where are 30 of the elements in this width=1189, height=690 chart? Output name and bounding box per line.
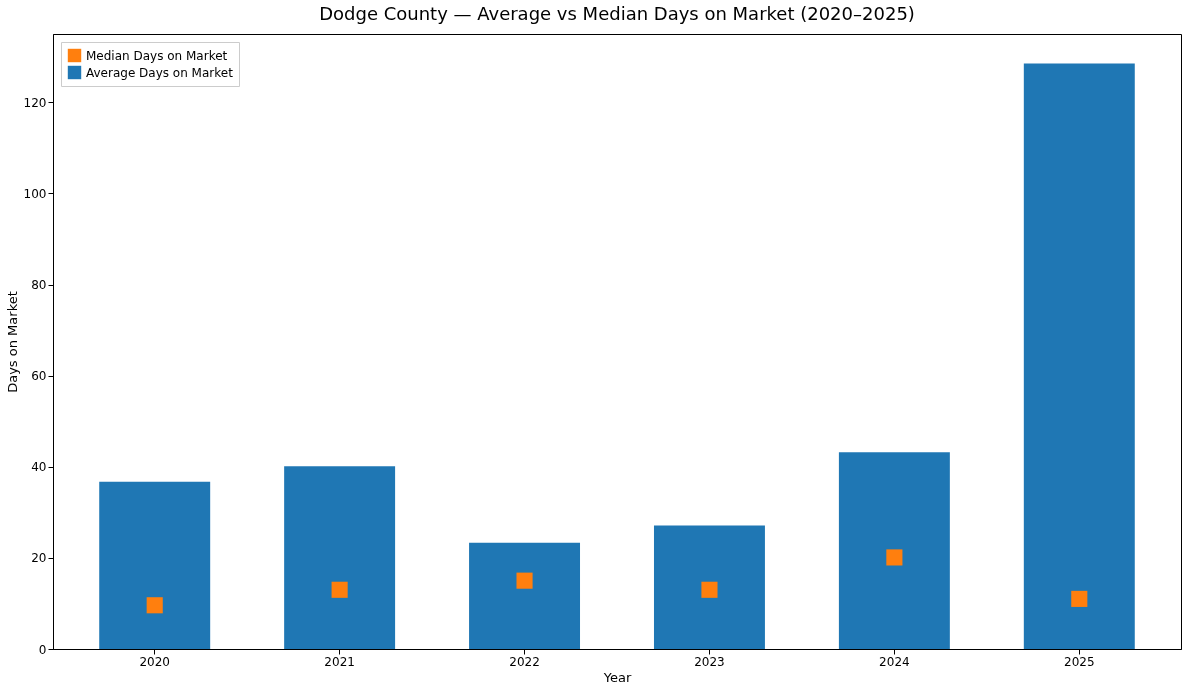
y-tick-label: 100 [23, 186, 47, 201]
y-tick-label: 0 [38, 642, 47, 657]
bar [838, 452, 950, 649]
y-tick-label: 60 [31, 369, 47, 384]
point [146, 597, 163, 614]
bar [653, 525, 765, 649]
bar [284, 466, 396, 649]
point [886, 549, 903, 566]
y-tick-label: 20 [31, 551, 47, 566]
point [331, 581, 348, 598]
x-tick-label: 2020 [139, 654, 170, 669]
bar [99, 481, 211, 649]
bar [469, 542, 581, 649]
legend-label: Median Days on Market [86, 48, 228, 63]
point [701, 581, 718, 598]
y-tick-label: 120 [23, 95, 47, 110]
x-axis-title: Year [602, 669, 632, 685]
point [1071, 590, 1088, 607]
legend-label: Average Days on Market [86, 65, 234, 80]
y-tick-label: 80 [31, 278, 47, 293]
x-tick-label: 2025 [1064, 654, 1095, 669]
y-axis-title: Days on Market [4, 291, 20, 393]
x-tick-label: 2021 [324, 654, 355, 669]
y-tick-label: 40 [31, 460, 47, 475]
bar [1023, 63, 1135, 649]
x-tick-label: 2022 [509, 654, 540, 669]
x-tick-label: 2024 [879, 654, 910, 669]
x-tick-label: 2023 [694, 654, 725, 669]
chart-title: Dodge County — Average vs Median Days on Market (2020–2025) [319, 3, 915, 24]
point [516, 572, 533, 589]
